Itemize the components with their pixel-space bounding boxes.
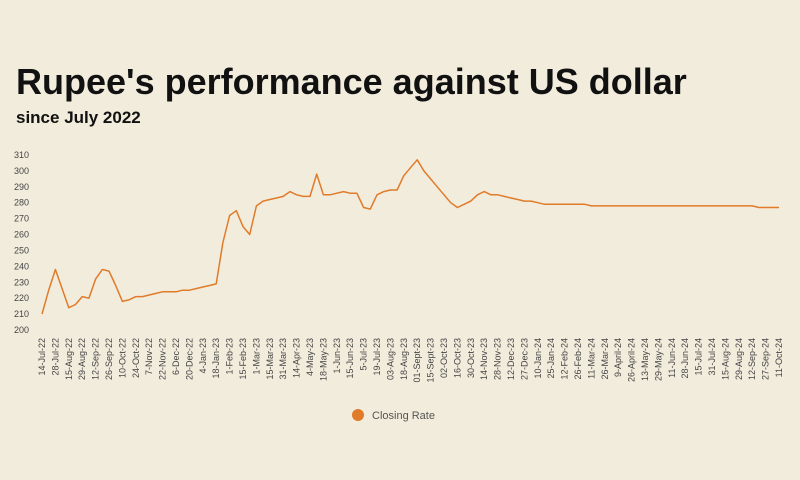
x-tick-label: 1-Jun-23 [332, 338, 342, 374]
x-tick-label: 28-Jul-22 [50, 338, 60, 376]
x-tick-label: 18-Jan-23 [211, 338, 221, 379]
x-tick-label: 27-Sep-24 [761, 338, 771, 380]
x-tick-label: 11-Mar-24 [586, 338, 596, 379]
x-tick-label: 15-Aug-22 [64, 338, 74, 380]
x-tick-label: 15-Jun-23 [345, 338, 355, 379]
y-tick-label: 210 [14, 309, 29, 319]
y-tick-label: 280 [14, 198, 29, 208]
x-tick-label: 14-Nov-23 [479, 338, 489, 380]
x-tick-label: 13-May-24 [640, 338, 650, 381]
x-tick-label: 12-Feb-24 [560, 338, 570, 380]
x-tick-label: 15-Sept-23 [426, 338, 436, 383]
chart-subtitle: since July 2022 [16, 108, 141, 127]
legend-label: Closing Rate [372, 410, 435, 422]
x-tick-label: 26-Mar-24 [600, 338, 610, 380]
x-tick-label: 18-Aug-23 [399, 338, 409, 380]
x-tick-label: 27-Dec-23 [519, 338, 529, 380]
x-tick-label: 5-Jul-23 [359, 338, 369, 371]
x-tick-label: 26-Feb-24 [573, 338, 583, 380]
x-tick-label: 24-Oct-22 [131, 338, 141, 378]
x-tick-label: 14-Apr-23 [292, 338, 302, 378]
x-tick-label: 16-Oct-23 [452, 338, 462, 378]
x-tick-label: 1-Mar-23 [251, 338, 261, 375]
x-tick-label: 14-Jul-22 [37, 338, 47, 376]
y-tick-label: 220 [14, 293, 29, 303]
x-tick-label: 25-Jan-24 [546, 338, 556, 379]
x-tick-label: 1-Feb-23 [225, 338, 235, 375]
y-tick-label: 300 [14, 166, 29, 176]
y-tick-label: 200 [14, 325, 29, 335]
line [41, 159, 779, 315]
y-tick-label: 290 [14, 182, 29, 192]
x-tick-label: 01-Sept-23 [412, 338, 422, 383]
x-tick-label: 02-Oct-23 [439, 338, 449, 378]
x-tick-label: 11-Oct-24 [774, 338, 784, 377]
x-tick-label: 03-Aug-23 [385, 338, 395, 380]
x-tick-label: 31-Jul-24 [707, 338, 717, 376]
x-tick-label: 15-Aug-24 [720, 338, 730, 380]
x-tick-label: 26-April-24 [627, 338, 637, 382]
x-tick-label: 15-Feb-23 [238, 338, 248, 380]
x-tick-label: 12-Sep-22 [91, 338, 101, 380]
x-tick-label: 29-Aug-22 [77, 338, 87, 380]
y-tick-label: 230 [14, 277, 29, 287]
chart-title: Rupee's performance against US dollar [16, 61, 687, 102]
x-tick-label: 18-May-23 [318, 338, 328, 381]
x-tick-label: 20-Dec-22 [184, 338, 194, 380]
y-tick-label: 310 [14, 150, 29, 160]
y-tick-label: 240 [14, 261, 29, 271]
x-tick-label: 6-Dec-22 [171, 338, 181, 375]
x-tick-label: 26-Sep-22 [104, 338, 114, 380]
x-tick-label: 29-May-24 [653, 338, 663, 381]
x-tick-label: 28-Nov-23 [493, 338, 503, 380]
x-tick-label: 29-Aug-24 [734, 338, 744, 380]
x-tick-label: 30-Oct-23 [466, 338, 476, 378]
x-tick-label: 12-Dec-23 [506, 338, 516, 380]
x-tick-label: 22-Nov-22 [158, 338, 168, 380]
x-tick-label: 15-Jul-24 [694, 338, 704, 376]
y-tick-label: 270 [14, 214, 29, 224]
x-tick-label: 31-Mar-23 [278, 338, 288, 380]
y-tick-label: 250 [14, 245, 29, 255]
y-tick-label: 260 [14, 230, 29, 240]
x-tick-label: 15-Mar-23 [265, 338, 275, 380]
x-tick-label: 12-Sep-24 [747, 338, 757, 380]
x-tick-label: 10-Oct-22 [117, 338, 127, 378]
x-tick-label: 10-Jan-24 [533, 338, 543, 379]
legend-marker [352, 409, 364, 421]
x-tick-label: 4-May-23 [305, 338, 315, 376]
x-tick-label: 4-Jan-23 [198, 338, 208, 374]
x-tick-label: 19-Jul-23 [372, 338, 382, 376]
x-tick-label: 9-April-24 [613, 338, 623, 377]
x-tick-label: 7-Nov-22 [144, 338, 154, 375]
x-tick-label: 28-Jun-24 [680, 338, 690, 379]
x-tick-label: 11-Jun-24 [667, 338, 677, 378]
